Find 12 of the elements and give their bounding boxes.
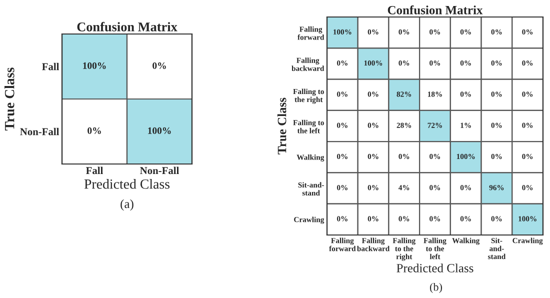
data-label: 0% xyxy=(88,127,101,134)
text: (b) xyxy=(430,282,442,294)
chart-title: Confusion Matrix xyxy=(388,5,483,14)
data-label: 100% xyxy=(83,62,106,69)
x-axis-title: Predicted Class xyxy=(396,264,474,272)
y-axis-title: True Class xyxy=(277,98,286,154)
x-axis-title: Predicted Class xyxy=(84,179,170,189)
text: (a) xyxy=(120,199,134,211)
data-label: 100% xyxy=(148,127,171,134)
y-axis-title: True Class xyxy=(4,68,14,130)
data-label: 0% xyxy=(152,62,166,69)
chart-title: Confusion Matrix xyxy=(77,22,178,32)
